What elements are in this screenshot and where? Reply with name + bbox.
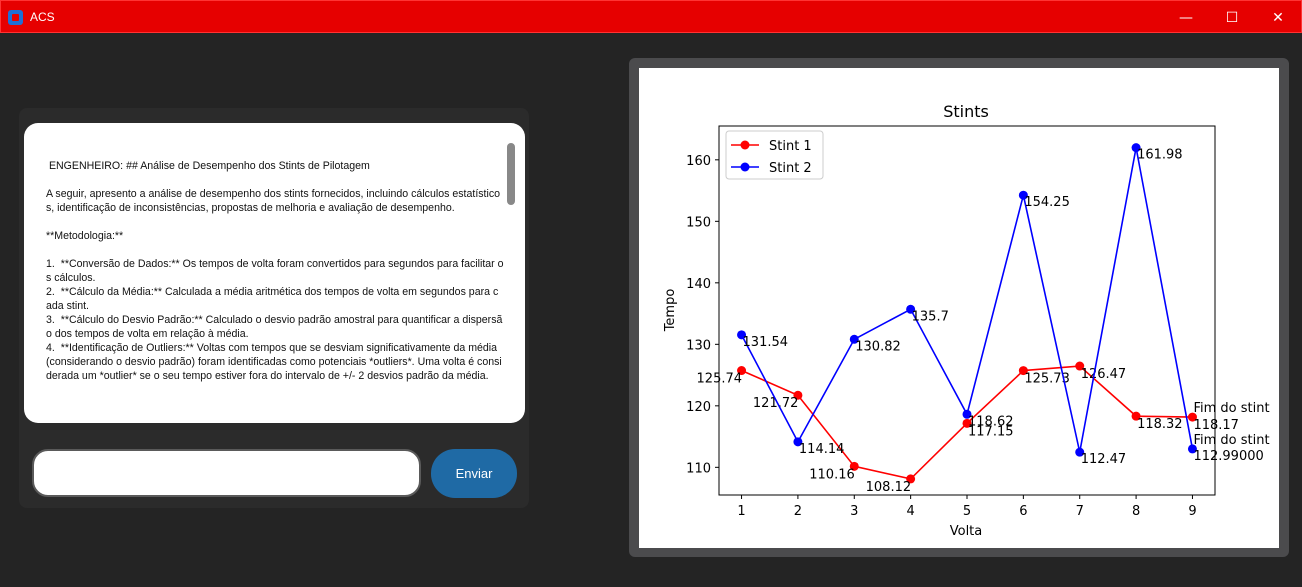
- series-1-point-2: [793, 390, 803, 400]
- series-2-data-label-1: 131.54: [743, 335, 789, 350]
- minimize-button[interactable]: —: [1179, 9, 1193, 26]
- y-tick-label-120: 120: [686, 400, 711, 415]
- series-1-data-label-5: 117.15: [968, 424, 1014, 439]
- series-2-data-label-5: 118.62: [968, 414, 1014, 429]
- series-2-point-9: [1187, 444, 1197, 454]
- legend-entry-1: Stint 1: [769, 139, 812, 154]
- message-input[interactable]: [32, 449, 421, 497]
- series-1-point-5: [962, 418, 972, 428]
- x-tick-label-1: 1: [737, 504, 745, 519]
- series-2-point-6: [1018, 190, 1028, 200]
- series-1-point-8: [1131, 411, 1141, 421]
- series-2-point-3: [849, 334, 859, 344]
- x-axis-label: Volta: [950, 524, 983, 539]
- series-1-data-label-8: 118.32: [1137, 417, 1183, 432]
- app-icon: [8, 10, 23, 25]
- series-1-end-label: Fim do stint: [1193, 401, 1269, 416]
- response-text: ENGENHEIRO: ## Análise de Desempenho dos…: [46, 160, 504, 382]
- series-2-point-4: [906, 304, 916, 314]
- y-tick-label-160: 160: [686, 154, 711, 169]
- legend-entry-2: Stint 2: [769, 161, 812, 176]
- x-tick-label-4: 4: [906, 504, 914, 519]
- y-tick-label-150: 150: [686, 215, 711, 230]
- series-2-data-label-3: 130.82: [855, 339, 901, 354]
- series-1-point-9: [1187, 412, 1197, 422]
- series-2-point-1: [737, 330, 747, 340]
- chart-canvas: Stints Volta Tempo 1 2 3 4 5 6 7 8 9 110 120 130 140…: [639, 68, 1279, 548]
- legend-marker-2: [740, 162, 750, 172]
- series-1-data-label-6: 125.73: [1024, 372, 1070, 387]
- title-bar: ACS — ☐ ✕: [0, 0, 1302, 33]
- series-1-data-label-4: 108.12: [866, 480, 912, 495]
- series-1-data-label-9: 118.17: [1193, 418, 1239, 433]
- series-1-point-3: [849, 461, 859, 471]
- y-axis-label: Tempo: [663, 289, 678, 333]
- series-1-point-6: [1018, 366, 1028, 376]
- y-tick-label-140: 140: [686, 277, 711, 292]
- close-button[interactable]: ✕: [1272, 9, 1284, 26]
- textbox-scrollbar[interactable]: [507, 143, 515, 205]
- stints-chart: Stints Volta Tempo 1 2 3 4 5 6 7 8 9 110 120 130 140…: [663, 102, 1270, 539]
- y-tick-label-110: 110: [686, 461, 711, 476]
- legend-marker-1: [740, 140, 750, 150]
- series-1-data-label-3: 110.16: [809, 467, 855, 482]
- series-2-point-8: [1131, 143, 1141, 153]
- series-2-point-5: [962, 409, 972, 419]
- x-tick-label-7: 7: [1076, 504, 1084, 519]
- x-tick-label-3: 3: [850, 504, 858, 519]
- series-2-data-label-8: 161.98: [1137, 148, 1183, 163]
- series-2-point-7: [1075, 447, 1085, 457]
- series-1-data-label-2: 121.72: [753, 396, 799, 411]
- maximize-button[interactable]: ☐: [1225, 9, 1239, 26]
- series-1-point-1: [737, 366, 747, 376]
- series-2-data-label-4: 135.7: [912, 309, 949, 324]
- series-2-data-label-6: 154.25: [1024, 195, 1070, 210]
- series-2-data-label-2: 114.14: [799, 442, 845, 457]
- x-tick-label-5: 5: [963, 504, 971, 519]
- x-tick-label-8: 8: [1132, 504, 1140, 519]
- x-tick-label-9: 9: [1188, 504, 1196, 519]
- x-tick-label-2: 2: [794, 504, 802, 519]
- series-1-data-label-1: 125.74: [697, 372, 743, 387]
- series-1-point-7: [1075, 361, 1085, 371]
- y-tick-label-130: 130: [686, 338, 711, 353]
- series-2-data-label-9: 112.99000: [1193, 449, 1263, 464]
- series-1-point-4: [906, 474, 916, 484]
- response-textbox[interactable]: ENGENHEIRO: ## Análise de Desempenho dos…: [24, 123, 525, 423]
- series-1-data-label-7: 126.47: [1081, 367, 1127, 382]
- series-2-end-label: Fim do stint: [1193, 433, 1269, 448]
- plot-area: [718, 125, 1216, 496]
- series-2-data-label-7: 112.47: [1081, 452, 1127, 467]
- chart-title: Stints: [943, 102, 989, 121]
- series-2-point-2: [793, 437, 803, 447]
- x-tick-label-6: 6: [1019, 504, 1027, 519]
- window-title: ACS: [30, 10, 55, 24]
- send-button[interactable]: Enviar: [431, 449, 517, 498]
